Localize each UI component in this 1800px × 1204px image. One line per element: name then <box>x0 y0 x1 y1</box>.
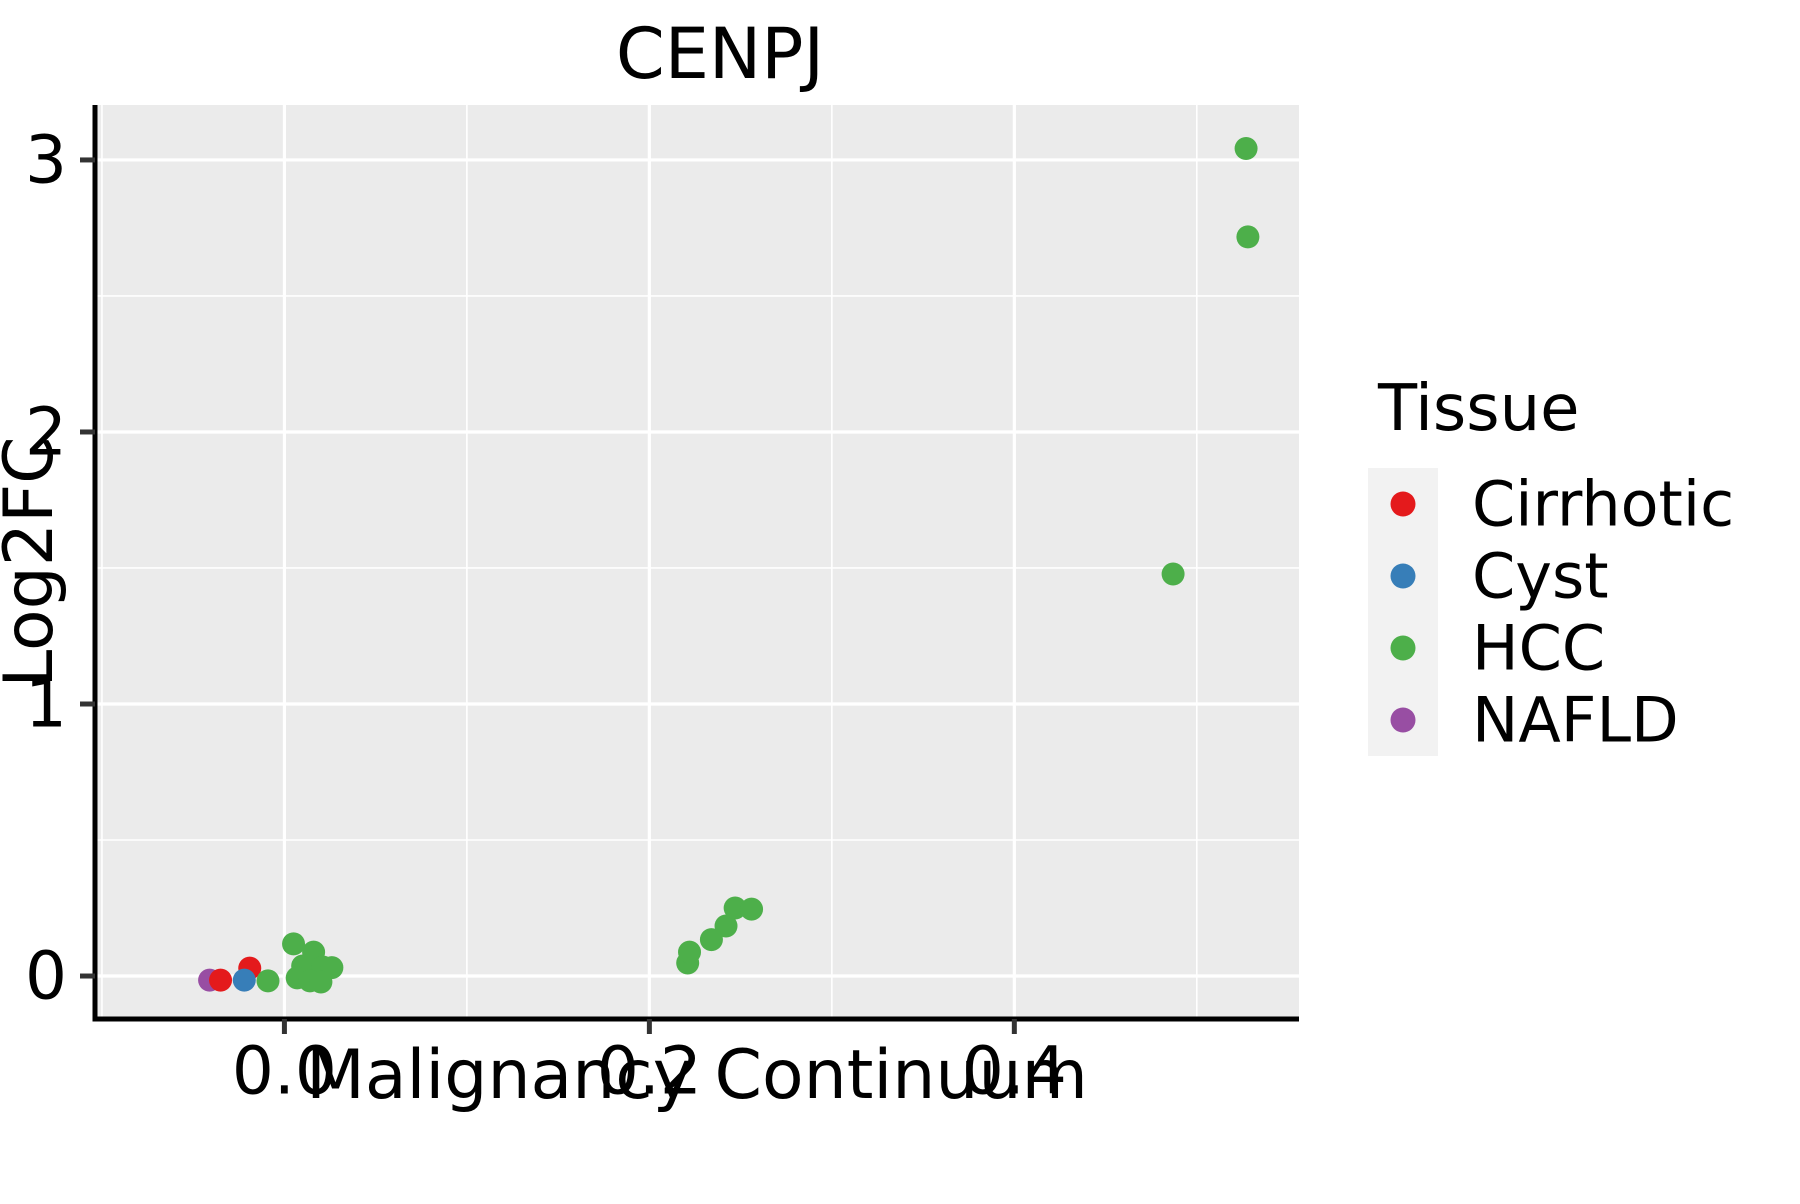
data-point-hcc <box>678 940 702 964</box>
y-axis-title: Log2FC <box>0 436 69 687</box>
legend-key-dot-cirrhotic <box>1390 491 1416 517</box>
legend-key-dot-hcc <box>1390 635 1416 661</box>
chart-title: CENPJ <box>616 13 824 95</box>
legend-key-dot-nafld <box>1390 707 1416 733</box>
data-point-hcc <box>309 970 333 994</box>
data-point-hcc <box>282 932 306 956</box>
data-point-hcc <box>740 897 764 921</box>
legend-key-dot-cyst <box>1390 563 1416 589</box>
x-axis-title: Malignancy Continuum <box>306 1036 1088 1115</box>
y-tick-label: 0 <box>25 938 67 1015</box>
legend-label-cyst: Cyst <box>1472 540 1609 613</box>
data-point-hcc <box>714 914 738 938</box>
legend-label-hcc: HCC <box>1472 612 1605 685</box>
data-point-hcc <box>1161 562 1185 586</box>
y-tick-label: 1 <box>25 665 67 742</box>
y-tick-label: 2 <box>25 393 67 470</box>
data-point-cirrhotic <box>209 968 233 992</box>
data-point-hcc <box>1234 137 1258 161</box>
x-tick-label: 0.0 <box>232 1033 337 1110</box>
plot-panel <box>95 105 1299 1019</box>
y-tick-label: 3 <box>25 121 67 198</box>
data-point-hcc <box>699 928 723 952</box>
x-tick-label: 0.4 <box>962 1033 1067 1110</box>
data-point-hcc <box>256 969 280 993</box>
legend-label-nafld: NAFLD <box>1472 684 1679 757</box>
x-tick-label: 0.2 <box>597 1033 702 1110</box>
data-point-hcc <box>1236 225 1260 249</box>
legend-label-cirrhotic: Cirrhotic <box>1472 468 1734 541</box>
data-point-cyst <box>232 968 256 992</box>
data-point-hcc <box>723 896 747 920</box>
legend-title: Tissue <box>1377 372 1580 446</box>
